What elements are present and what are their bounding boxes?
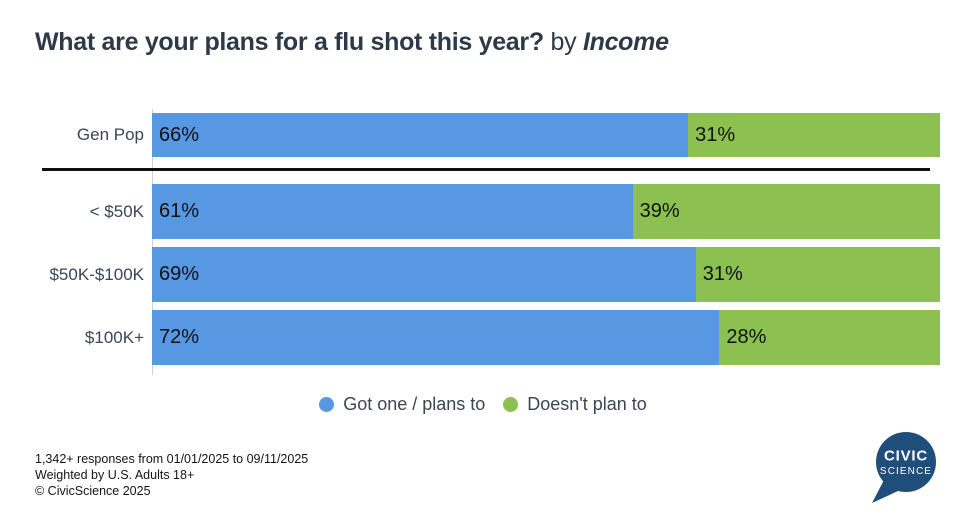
- bar-track: 66% 31%: [152, 113, 940, 157]
- title-breakout: Income: [582, 28, 669, 56]
- title-connector: by: [550, 28, 577, 56]
- value-label: 28%: [726, 326, 767, 348]
- genpop-separator-line: [42, 168, 930, 171]
- bar-chart: Gen Pop 66% 31% < $50K 61% 39% $50K-$100K 69% 31…: [30, 109, 940, 379]
- category-label: Gen Pop: [76, 125, 144, 144]
- bar-segment-doesn-t-plan-to: 31%: [695, 247, 940, 302]
- bar-segment-doesn-t-plan-to: 39%: [632, 184, 940, 239]
- legend-label: Got one / plans to: [343, 394, 486, 414]
- speech-bubble-icon: CIVIC SCIENCE: [872, 432, 936, 503]
- value-label: 31%: [702, 263, 743, 285]
- legend-label: Doesn't plan to: [527, 394, 647, 414]
- bar-track: 69% 31%: [152, 247, 940, 302]
- legend-item-got-one-plans-to: Got one / plans to: [319, 394, 485, 415]
- footer-responses: 1,342+ responses from 01/01/2025 to 09/1…: [35, 452, 309, 466]
- value-label: 61%: [159, 200, 200, 222]
- bar-row-50k: < $50K 61% 39%: [30, 184, 940, 239]
- bar-rows: Gen Pop 66% 31% < $50K 61% 39% $50K-$100K 69% 31…: [30, 113, 940, 365]
- chart-title: What are your plans for a flu shot this …: [35, 28, 669, 57]
- bar-track: 72% 28%: [152, 310, 940, 365]
- legend: Got one / plans to Doesn't plan to: [0, 394, 966, 415]
- logo-text-civic: CIVIC: [884, 448, 928, 465]
- bar-track: 61% 39%: [152, 184, 940, 239]
- category-label: $100K+: [84, 327, 144, 347]
- bar-segment-got-one-plans-to: 72%: [152, 310, 720, 365]
- legend-dot: [503, 397, 519, 412]
- logo-text-science: SCIENCE: [880, 466, 932, 477]
- category-label: < $50K: [89, 201, 144, 221]
- bar-segment-doesn-t-plan-to: 31%: [688, 113, 940, 157]
- bar-segment-doesn-t-plan-to: 28%: [719, 310, 940, 365]
- value-label: 72%: [159, 326, 200, 348]
- bar-row-gen-pop: Gen Pop 66% 31%: [30, 113, 940, 157]
- footer-copyright: © CivicScience 2025: [35, 484, 151, 498]
- bar-row-100k: $100K+ 72% 28%: [30, 310, 940, 365]
- y-axis-line: [152, 109, 153, 375]
- bar-segment-got-one-plans-to: 69%: [152, 247, 696, 302]
- value-label: 31%: [695, 123, 736, 146]
- civicscience-logo: CIVIC SCIENCE: [866, 428, 942, 506]
- title-question: What are your plans for a flu shot this …: [35, 28, 544, 56]
- value-label: 66%: [159, 123, 200, 146]
- value-label: 39%: [639, 200, 680, 222]
- category-label: $50K-$100K: [49, 264, 144, 284]
- bar-segment-got-one-plans-to: 61%: [152, 184, 633, 239]
- legend-item-doesn-t-plan-to: Doesn't plan to: [503, 394, 647, 415]
- legend-dot: [319, 397, 335, 412]
- bar-row-50k-100k: $50K-$100K 69% 31%: [30, 247, 940, 302]
- bar-segment-got-one-plans-to: 66%: [152, 113, 689, 157]
- footer-weighting: Weighted by U.S. Adults 18+: [35, 468, 195, 482]
- value-label: 69%: [159, 263, 200, 285]
- footer-notes: 1,342+ responses from 01/01/2025 to 09/1…: [35, 451, 308, 499]
